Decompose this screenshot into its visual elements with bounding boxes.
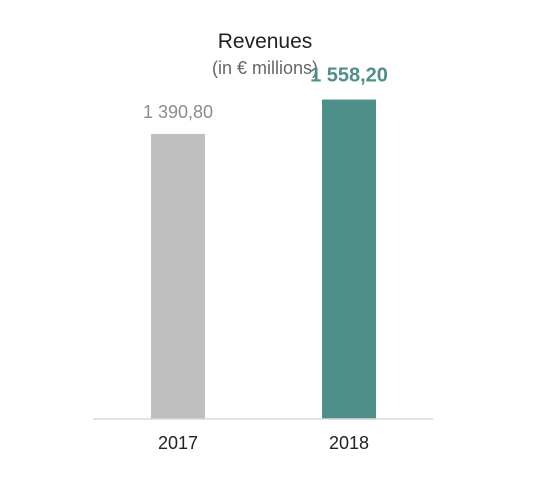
x-tick-label-2018: 2018 [329, 433, 369, 453]
value-label-2017: 1 390,80 [143, 102, 213, 122]
bar-2017 [151, 133, 205, 420]
chart-title: Revenues [217, 30, 313, 53]
value-label-2018: 1 558,20 [310, 65, 388, 87]
bars-layer [151, 99, 376, 420]
labels-layer: 1 390,80 2017 1 558,20 2018 [143, 65, 388, 453]
chart-subtitle: (in € millions) [211, 58, 319, 78]
x-tick-label-2017: 2017 [158, 433, 198, 453]
bar-2018 [322, 99, 376, 419]
